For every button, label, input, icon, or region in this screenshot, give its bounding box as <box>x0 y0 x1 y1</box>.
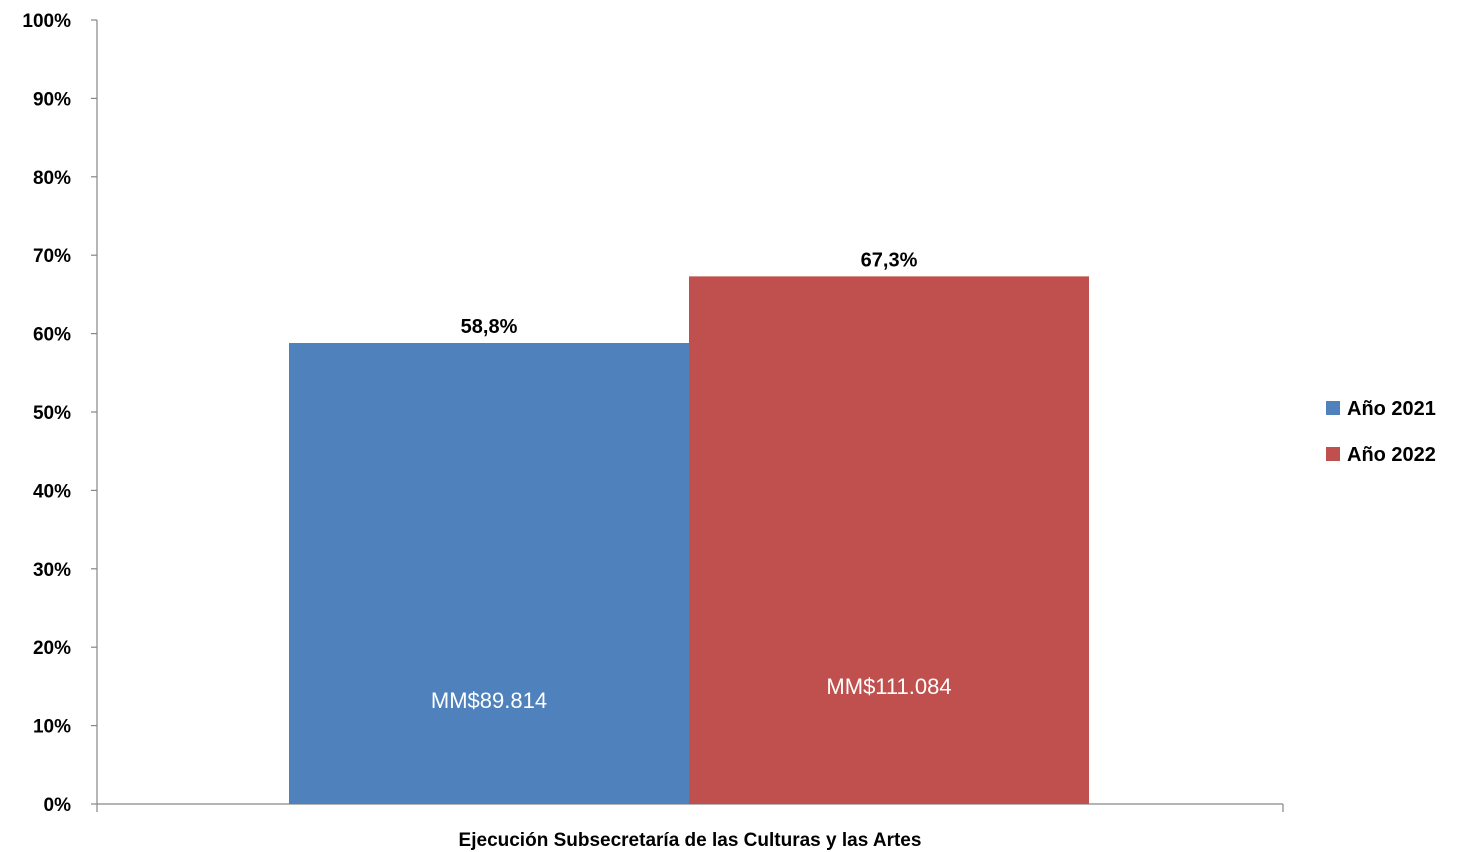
y-axis: 0% 10% 20% 30% 40% 50% 60% 70% 80% 90% 100% <box>22 11 98 816</box>
bars <box>289 276 1089 804</box>
y-tick-label: 40% <box>33 481 71 502</box>
y-tick-label: 30% <box>33 560 71 581</box>
legend-label: Año 2022 <box>1347 444 1436 466</box>
data-labels: 58,8% MM$89.814 67,3% MM$111.084 <box>431 249 952 713</box>
y-tick-label: 80% <box>33 168 71 189</box>
legend-label: Año 2021 <box>1347 398 1436 420</box>
bar <box>289 343 689 804</box>
y-tick-label: 100% <box>22 11 71 32</box>
legend-swatch <box>1326 447 1340 461</box>
bar-value-label: 67,3% <box>861 249 918 271</box>
y-tick-label: 70% <box>33 246 71 267</box>
y-tick-label: 20% <box>33 638 71 659</box>
bar <box>689 276 1089 804</box>
legend: Año 2021 Año 2022 <box>1326 398 1436 466</box>
bar-inner-label: MM$89.814 <box>431 688 547 713</box>
legend-swatch <box>1326 401 1340 415</box>
y-tick-label: 60% <box>33 325 71 346</box>
bar-inner-label: MM$111.084 <box>826 674 951 699</box>
bar-value-label: 58,8% <box>461 316 518 338</box>
y-tick-label: 10% <box>33 717 71 738</box>
y-tick-label: 90% <box>33 89 71 110</box>
x-category-label: Ejecución Subsecretaría de las Culturas … <box>459 830 922 851</box>
y-tick-label: 50% <box>33 403 71 424</box>
x-axis: Ejecución Subsecretaría de las Culturas … <box>96 803 1284 851</box>
y-tick-label: 0% <box>44 795 72 816</box>
